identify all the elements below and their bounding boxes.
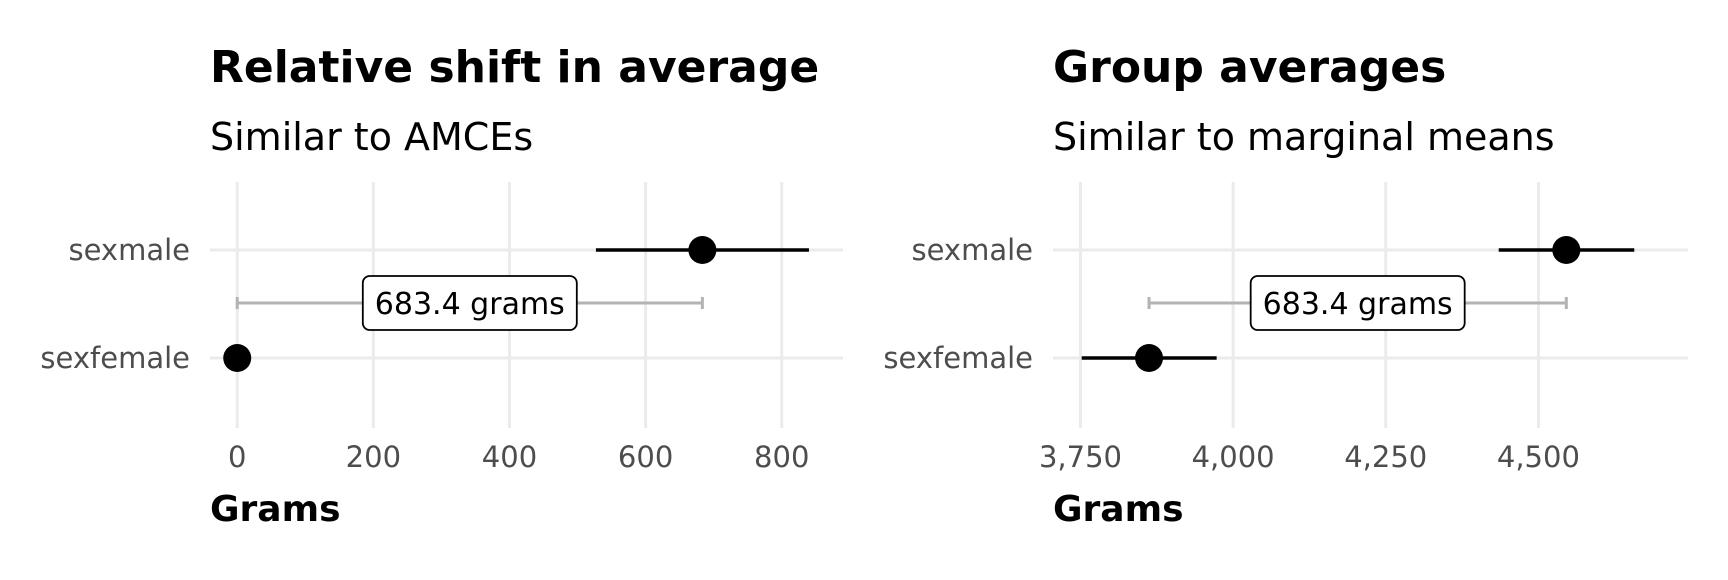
point-sexfemale bbox=[223, 344, 252, 372]
annotation-label: 683.4 grams bbox=[1263, 287, 1453, 322]
x-axis-title: Grams bbox=[210, 489, 341, 530]
x-tick-label: 4,000 bbox=[1192, 440, 1275, 474]
x-tick-label: 4,500 bbox=[1497, 440, 1580, 474]
panel-2: Group averages Similar to marginal means 3… bbox=[883, 42, 1688, 530]
point-sexfemale bbox=[1135, 344, 1164, 372]
x-tick-label: 0 bbox=[228, 440, 246, 474]
y-category-label: sexfemale bbox=[883, 341, 1033, 375]
panel-title: Group averages bbox=[1053, 42, 1446, 93]
annotation-label-box bbox=[361, 275, 578, 331]
y-category-label: sexmale bbox=[68, 233, 190, 267]
panel-subtitle: Similar to marginal means bbox=[1053, 115, 1555, 159]
panel-1: Relative shift in average Similar to AMCE… bbox=[40, 42, 843, 530]
x-tick-label: 3,750 bbox=[1039, 440, 1122, 474]
y-category-label: sexmale bbox=[911, 233, 1033, 267]
panel-subtitle: Similar to AMCEs bbox=[210, 115, 533, 159]
x-tick-label: 400 bbox=[482, 440, 537, 474]
x-tick-label: 4,250 bbox=[1344, 440, 1427, 474]
x-tick-label: 200 bbox=[346, 440, 401, 474]
x-tick-label: 600 bbox=[618, 440, 673, 474]
point-sexmale bbox=[688, 236, 717, 264]
panel-title: Relative shift in average bbox=[210, 42, 819, 93]
y-category-label: sexfemale bbox=[40, 341, 190, 375]
point-sexmale bbox=[1552, 236, 1581, 264]
x-tick-label: 800 bbox=[754, 440, 809, 474]
annotation-label-box bbox=[1249, 275, 1466, 331]
x-axis-title: Grams bbox=[1053, 489, 1184, 530]
annotation-label: 683.4 grams bbox=[375, 287, 565, 322]
